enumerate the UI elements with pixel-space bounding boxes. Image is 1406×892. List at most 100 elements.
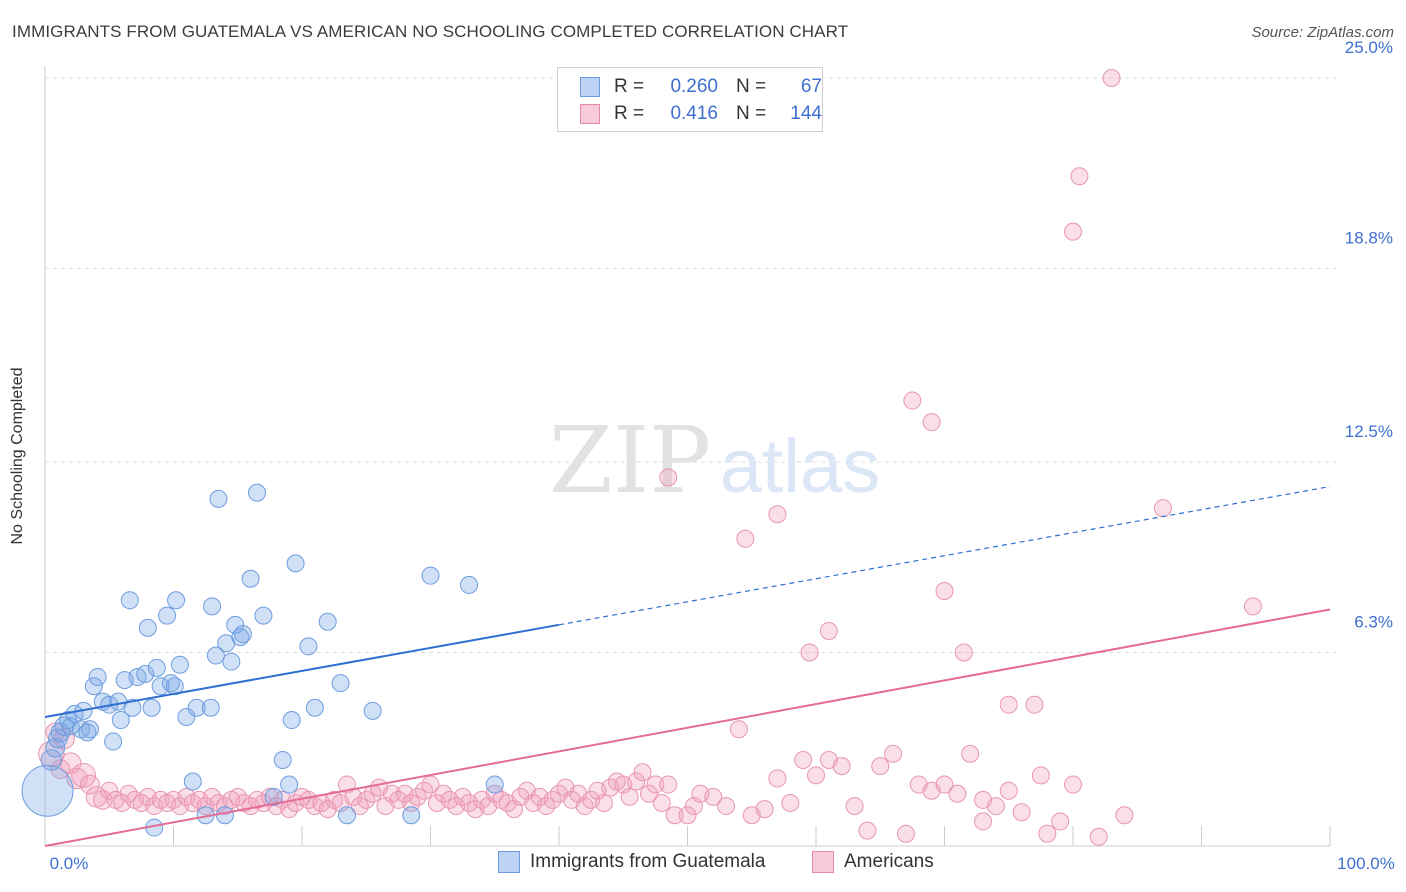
legend-row-americans: R = 0.416 N = 144 — [580, 102, 822, 126]
guatemala-point — [254, 606, 273, 625]
guatemala-point — [363, 701, 382, 720]
source-credit: Source: ZipAtlas.com — [1251, 24, 1394, 41]
american-point — [594, 793, 613, 812]
guatemala-point — [215, 806, 234, 825]
guatemala-point — [142, 698, 161, 717]
american-point — [652, 793, 671, 812]
american-point — [961, 744, 980, 763]
american-point — [903, 391, 922, 410]
american-point — [659, 468, 678, 487]
guatemala-point — [299, 637, 318, 656]
guatemala-point — [337, 806, 356, 825]
american-point — [627, 772, 646, 791]
legend-n-value: 144 — [790, 103, 822, 124]
american-point — [1070, 167, 1089, 186]
x-tick-label: 0.0% — [50, 854, 89, 873]
american-point — [832, 757, 851, 776]
american-point — [71, 762, 96, 788]
guatemala-point — [201, 698, 220, 717]
legend-r-label: R = — [614, 103, 645, 124]
guatemala-trend-extension — [558, 485, 1331, 626]
guatemala-point — [460, 575, 479, 594]
american-point — [1243, 597, 1262, 616]
american-point — [794, 750, 813, 769]
series-americans — [38, 69, 1262, 846]
legend-item-americans: Americans — [812, 851, 934, 873]
guatemala-point — [138, 618, 157, 637]
guatemala-trend-line — [44, 623, 560, 718]
guatemala-point — [241, 569, 260, 588]
legend-n-label: N = — [736, 76, 767, 97]
guatemala-point — [167, 591, 186, 610]
american-point — [954, 643, 973, 662]
tick-labels: 6.3% 12.5% 18.8% 25.0% 0.0% 100.0% — [50, 38, 1395, 873]
trend-lines — [44, 485, 1331, 847]
american-point — [1115, 806, 1134, 825]
legend-item-guatemala: Immigrants from Guatemala — [498, 851, 765, 873]
y-tick-label: 25.0% — [1345, 38, 1393, 57]
american-point — [896, 824, 915, 843]
guatemala-point — [231, 628, 250, 647]
american-point — [1012, 803, 1031, 822]
guatemala-point — [80, 720, 99, 739]
american-point — [704, 787, 723, 806]
american-point — [800, 643, 819, 662]
guatemala-point — [248, 483, 267, 502]
american-point — [974, 812, 993, 831]
legend-swatch-blue — [580, 77, 600, 97]
guatemala-point — [88, 668, 107, 687]
american-point — [717, 797, 736, 816]
american-point — [1153, 499, 1172, 518]
guatemala-point — [233, 625, 252, 644]
guatemala-point — [206, 646, 225, 665]
american-point — [736, 529, 755, 548]
guatemala-point — [203, 597, 222, 616]
guatemala-point — [286, 554, 305, 573]
american-point — [1089, 827, 1108, 846]
american-point — [633, 763, 652, 782]
legend-swatch-pink — [812, 851, 834, 873]
american-point — [935, 775, 954, 794]
guatemala-point — [209, 489, 228, 508]
american-point — [935, 582, 954, 601]
american-point — [80, 774, 100, 795]
american-point — [1064, 222, 1082, 241]
legend-n-value: 67 — [800, 76, 822, 97]
chart-title: IMMIGRANTS FROM GUATEMALA VS AMERICAN NO… — [12, 22, 849, 41]
guatemala-point — [151, 677, 170, 696]
american-point — [1031, 766, 1050, 785]
american-point — [999, 695, 1018, 714]
watermark-atlas: atlas — [720, 424, 881, 509]
guatemala-point — [331, 674, 350, 693]
guatemala-point — [273, 750, 292, 769]
guatemala-point — [485, 775, 504, 794]
guatemala-point — [280, 775, 299, 794]
series-legend: Immigrants from Guatemala Americans — [0, 851, 1406, 877]
guatemala-point — [123, 698, 142, 717]
american-point — [639, 784, 658, 803]
american-point — [1038, 824, 1057, 843]
legend-label-americans: Americans — [844, 851, 934, 872]
american-point — [1051, 812, 1070, 831]
american-point — [659, 775, 678, 794]
y-tick-label: 12.5% — [1345, 422, 1393, 441]
legend-n-label: N = — [736, 103, 767, 124]
series-guatemala — [21, 483, 504, 837]
watermark-zip: ZIP — [549, 407, 711, 514]
guatemala-point — [177, 707, 196, 726]
guatemala-point — [402, 806, 421, 825]
guatemala-point — [282, 711, 301, 730]
american-point — [871, 757, 890, 776]
legend-r-value: 0.260 — [670, 76, 718, 97]
guatemala-point — [21, 764, 74, 817]
legend-swatch-pink — [580, 104, 600, 124]
american-point — [922, 413, 941, 432]
american-trend-line — [44, 608, 1331, 847]
guatemala-point — [222, 652, 241, 671]
guatemala-point — [183, 772, 202, 791]
american-point — [819, 621, 838, 640]
american-point — [768, 769, 787, 788]
y-tick-label: 6.3% — [1354, 612, 1393, 631]
american-point — [1102, 69, 1121, 87]
